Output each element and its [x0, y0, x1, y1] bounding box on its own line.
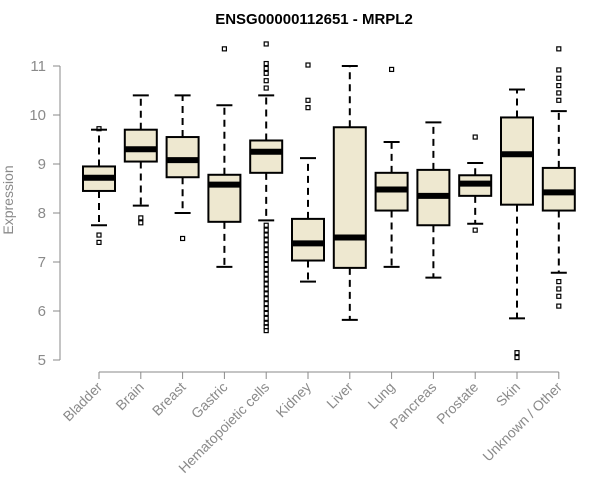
- outlier-point: [263, 261, 269, 268]
- x-tick-label: Bladder: [60, 379, 106, 425]
- outlier-point: [514, 354, 520, 361]
- outlier-point: [263, 242, 269, 248]
- outlier-point: [96, 239, 102, 245]
- x-tick-label: Kidney: [273, 379, 315, 421]
- outlier-point: [305, 97, 311, 103]
- outlier-point: [138, 220, 144, 226]
- outlier-point: [556, 279, 562, 285]
- outlier-point: [556, 293, 562, 299]
- iqr-box: [291, 217, 325, 262]
- outlier-point: [556, 90, 562, 96]
- outlier-point: [263, 247, 269, 253]
- outlier-point: [263, 70, 269, 76]
- outlier-point: [556, 46, 562, 52]
- box-2: [123, 94, 158, 226]
- outlier-point: [263, 281, 269, 287]
- chart-title: ENSG00000112651 - MRPL2: [215, 11, 413, 28]
- outlier-point: [263, 222, 269, 228]
- iqr-box: [123, 128, 158, 163]
- y-tick-label: 7: [38, 254, 46, 271]
- outlier-point: [556, 303, 562, 309]
- x-tick-label: Brain: [112, 379, 146, 413]
- outlier-point: [389, 66, 395, 73]
- outlier-point: [556, 97, 562, 103]
- y-tick-label: 9: [38, 156, 46, 173]
- x-tick-label: Prostate: [433, 379, 481, 427]
- outlier-point: [263, 252, 269, 258]
- outlier-point: [221, 46, 227, 52]
- outlier-point: [263, 286, 269, 292]
- box-4: [207, 46, 242, 268]
- box-8: [374, 66, 409, 268]
- outlier-point: [263, 301, 269, 307]
- box-3: [165, 94, 200, 242]
- outlier-point: [138, 215, 144, 221]
- x-tick-label: Skin: [493, 379, 524, 410]
- box-6: [291, 62, 325, 283]
- y-tick-label: 6: [38, 303, 46, 320]
- outlier-point: [514, 350, 520, 356]
- iqr-box: [249, 139, 284, 174]
- box-7: [332, 65, 367, 321]
- outlier-point: [305, 62, 311, 68]
- outlier-point: [556, 75, 562, 81]
- outlier-point: [263, 78, 269, 84]
- outlier-point: [263, 271, 269, 277]
- outlier-point: [556, 67, 562, 73]
- outlier-point: [263, 291, 269, 297]
- outlier-point: [263, 256, 269, 263]
- outlier-point: [96, 232, 102, 238]
- x-tick-label: Lung: [364, 379, 397, 412]
- box-11: [500, 88, 534, 361]
- outlier-point: [556, 82, 562, 89]
- x-tick-label: Breast: [149, 379, 189, 419]
- x-tick-label: Liver: [323, 379, 356, 412]
- iqr-box: [541, 166, 576, 212]
- outlier-point: [263, 41, 269, 47]
- outlier-point: [263, 65, 269, 72]
- y-tick-label: 8: [38, 205, 46, 222]
- y-axis: 5 6 7 8 9 10 11: [29, 58, 61, 369]
- outlier-point: [263, 227, 269, 233]
- y-tick-label: 11: [30, 58, 46, 75]
- outlier-point: [96, 126, 102, 132]
- outlier-point: [263, 232, 269, 238]
- outlier-point: [472, 227, 478, 233]
- iqr-box: [332, 126, 367, 269]
- box-5: [249, 41, 284, 334]
- box-9: [416, 121, 451, 279]
- box-1: [82, 126, 116, 245]
- outlier-point: [305, 105, 311, 111]
- outlier-point: [556, 286, 562, 292]
- outlier-point: [263, 276, 269, 282]
- iqr-box: [500, 116, 534, 206]
- outlier-point: [263, 266, 269, 272]
- boxes-group: [82, 41, 576, 361]
- y-tick-label: 10: [29, 107, 46, 124]
- x-tick-label: Unknown / Other: [479, 379, 565, 465]
- outlier-point: [263, 310, 269, 317]
- y-axis-label: Expression: [0, 165, 16, 234]
- outlier-point: [180, 235, 186, 242]
- outlier-point: [472, 134, 478, 140]
- outlier-point: [263, 315, 269, 321]
- box-12: [541, 46, 576, 309]
- outlier-point: [263, 296, 269, 302]
- outlier-point: [263, 237, 269, 243]
- outlier-point: [263, 305, 269, 312]
- outlier-point: [263, 85, 269, 91]
- outlier-point: [263, 320, 269, 326]
- box-10: [458, 134, 493, 233]
- outlier-point: [263, 60, 269, 67]
- y-tick-label: 5: [38, 352, 46, 369]
